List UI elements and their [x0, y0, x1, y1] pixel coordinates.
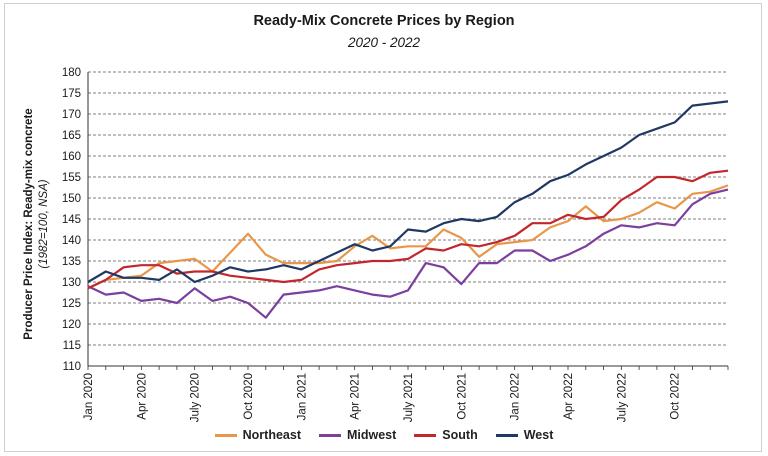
series-line-west — [87, 100, 729, 284]
y-tick-label: 180 — [62, 67, 81, 79]
x-tick-label: Jan 2021 — [296, 373, 308, 420]
series-line-midwest — [87, 188, 729, 319]
legend-label: Midwest — [346, 428, 397, 442]
x-tick-label: July 2022 — [616, 373, 628, 422]
y-tick-label: 135 — [62, 256, 81, 268]
y-tick-label: 140 — [62, 235, 81, 247]
y-tick-label: 170 — [62, 109, 81, 121]
chart-subtitle: 2020 - 2022 — [347, 35, 421, 50]
y-tick-label: 115 — [63, 340, 81, 352]
y-tick-label: 175 — [62, 88, 81, 100]
legend-label: Northeast — [242, 428, 301, 442]
x-tick-label: Apr 2020 — [136, 373, 148, 420]
series-line-northeast — [87, 184, 729, 290]
y-tick-label: 160 — [62, 151, 81, 163]
chart-title: Ready-Mix Concrete Prices by Region — [253, 13, 515, 29]
x-tick-label: Apr 2022 — [563, 373, 575, 420]
y-tick-label: 110 — [63, 361, 81, 373]
y-axis: 110 115 120 125 130 135 140 145 150 155 160 165 170 1… — [62, 67, 89, 373]
series-line-south — [87, 169, 729, 290]
legend-item-west: West — [495, 428, 554, 442]
x-tick-label: Jan 2020 — [83, 373, 95, 420]
legend-item-northeast: Northeast — [214, 428, 301, 442]
y-tick-label: 145 — [62, 214, 81, 226]
y-axis-subtitle: (1982=100, NSA) — [38, 179, 50, 268]
series-lines — [87, 100, 729, 319]
y-tick-label: 125 — [62, 298, 81, 310]
x-tick-label: Oct 2021 — [456, 373, 468, 420]
x-axis: Jan 2020 Apr 2020 July 2020 Oct 2020 Jan 202… — [83, 365, 729, 422]
legend-swatch — [214, 433, 237, 437]
y-tick-label: 155 — [62, 172, 81, 184]
x-tick-label: Jan 2022 — [510, 373, 522, 420]
x-tick-label: Oct 2022 — [670, 373, 682, 420]
y-tick-label: 120 — [62, 319, 81, 331]
grid-lines — [88, 71, 728, 346]
y-axis-title: Producer Price Index: Ready-mix concrete — [23, 108, 35, 339]
legend-label: South — [442, 428, 478, 442]
legend-item-midwest: Midwest — [318, 428, 397, 442]
x-tick-label: July 2021 — [403, 373, 415, 422]
y-tick-label: 165 — [62, 130, 81, 142]
legend-swatch — [318, 433, 341, 437]
legend-swatch — [414, 433, 437, 437]
legend-item-south: South — [414, 428, 478, 442]
legend-label: West — [523, 428, 554, 442]
legend-swatch — [495, 433, 518, 437]
y-tick-label: 150 — [62, 193, 81, 205]
x-tick-label: July 2020 — [190, 373, 202, 422]
x-tick-label: Apr 2021 — [350, 373, 362, 420]
y-tick-label: 130 — [62, 277, 81, 289]
x-tick-label: Oct 2020 — [243, 373, 255, 420]
legend: Northeast Midwest South West — [0, 428, 768, 442]
